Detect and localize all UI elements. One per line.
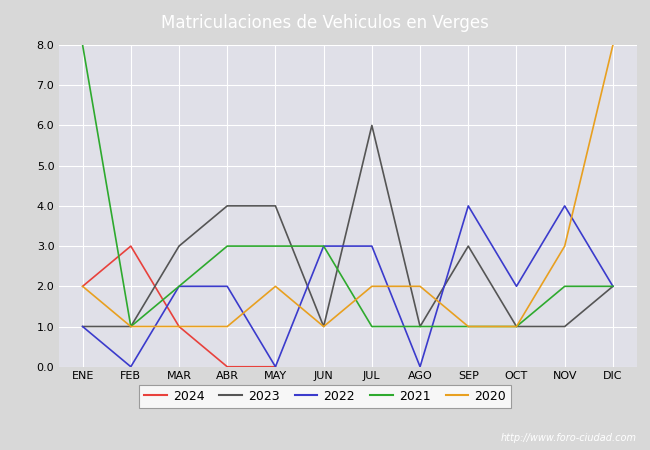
Legend: 2024, 2023, 2022, 2021, 2020: 2024, 2023, 2022, 2021, 2020 (139, 384, 511, 408)
Text: http://www.foro-ciudad.com: http://www.foro-ciudad.com (501, 432, 637, 443)
Text: Matriculaciones de Vehiculos en Verges: Matriculaciones de Vehiculos en Verges (161, 14, 489, 32)
